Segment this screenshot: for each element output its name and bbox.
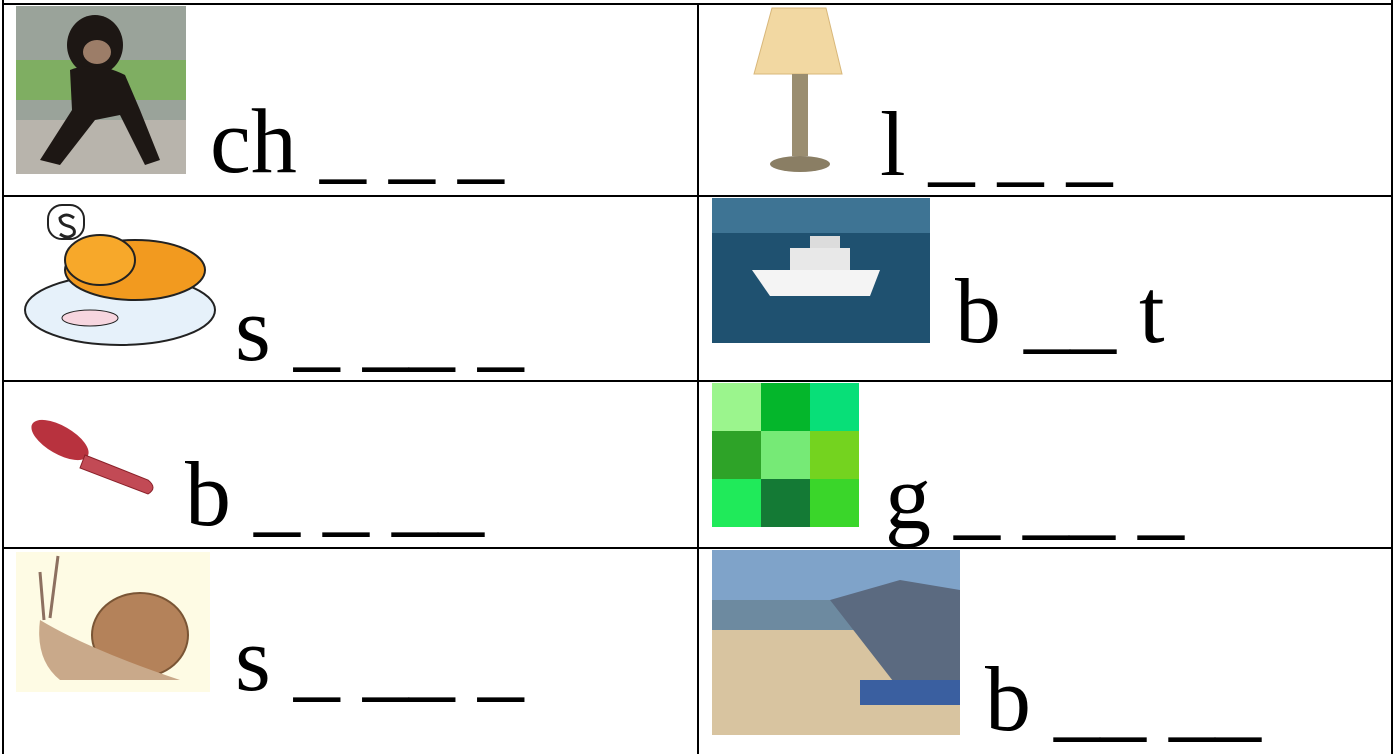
green-squares-picture (712, 383, 859, 527)
word-pattern: b _ _ __ (185, 443, 485, 545)
word-pattern: l _ _ _ (880, 93, 1114, 195)
hairbrush-picture (31, 419, 154, 495)
word-pattern: s _ __ _ (235, 608, 525, 710)
word-pattern: b __ t (955, 260, 1165, 362)
chimp-picture (16, 6, 186, 174)
word-pattern: g _ __ _ (885, 446, 1185, 548)
word-pattern: s _ __ _ (235, 278, 525, 380)
beach-picture (712, 550, 960, 735)
word-pattern: ch _ _ _ (210, 90, 505, 192)
lamp-picture (753, 7, 843, 172)
word-pattern: b __ __ (985, 648, 1262, 750)
sleeping-cat-picture (24, 204, 216, 346)
snail-picture (16, 552, 210, 692)
boat-picture (712, 198, 930, 343)
